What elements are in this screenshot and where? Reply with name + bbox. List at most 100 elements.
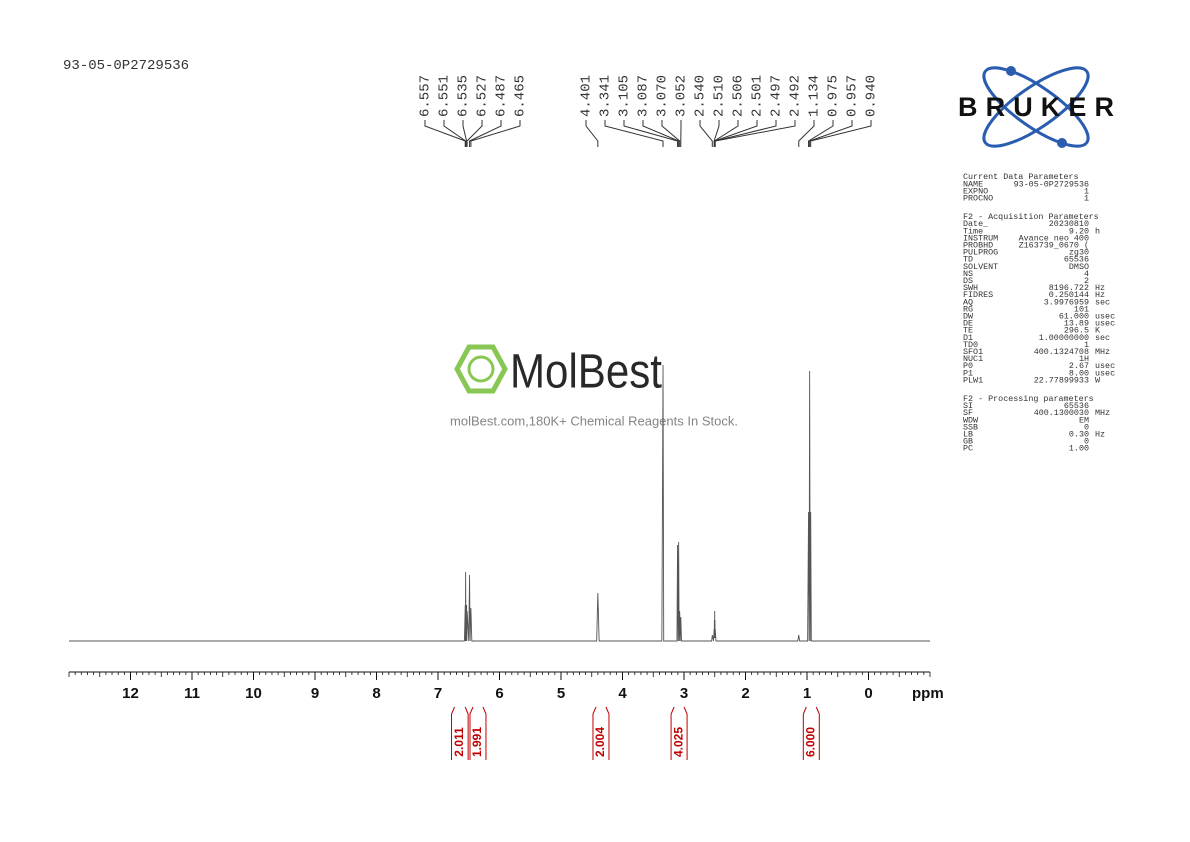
integral-label: 2.011 [452, 727, 466, 757]
param-value: 93-05-0P2729536 [1014, 179, 1089, 189]
param-section-title: F2 - Acquisition Parameters [963, 212, 1099, 222]
peak-label: 3.052 [674, 75, 690, 117]
peak-connector [714, 120, 796, 147]
x-axis-label: ppm [912, 685, 944, 702]
peak-label: 3.341 [598, 75, 614, 117]
peak-label: 0.975 [826, 75, 842, 117]
x-tick-label: 3 [680, 685, 688, 702]
param-value: 1H [1079, 354, 1089, 364]
integral-label: 6.000 [803, 727, 817, 757]
peak-label: 6.487 [494, 75, 510, 117]
param-unit: usec [1095, 312, 1115, 322]
param-value: 8196.722 [1049, 283, 1089, 293]
x-tick-label: 6 [495, 685, 503, 702]
param-unit: Hz [1095, 283, 1105, 293]
x-tick-label: 0 [864, 685, 872, 702]
param-name: INSTRUM [963, 233, 998, 243]
integral-bracket [802, 706, 820, 760]
param-name: SOLVENT [963, 262, 998, 272]
param-value: Avance neo 400 [1019, 233, 1089, 243]
param-value: 1 [1084, 194, 1089, 204]
param-value: 3.9976959 [1044, 297, 1089, 307]
x-tick-label: 7 [434, 685, 442, 702]
param-unit: sec [1095, 333, 1110, 343]
peak-connector [699, 120, 713, 147]
integral-label: 1.991 [470, 727, 484, 757]
peak-label: 2.492 [788, 75, 804, 117]
param-unit: W [1095, 375, 1101, 385]
param-name: TD0 [963, 340, 978, 350]
integral-bracket [670, 706, 688, 760]
peak-connector [642, 120, 680, 147]
peak-label: 2.506 [731, 75, 747, 117]
param-name: EXPNO [963, 186, 988, 196]
peak-label: 6.557 [418, 75, 434, 117]
bruker-logo: BRUKER [958, 66, 1114, 148]
watermark-brand: MolBest [510, 346, 662, 399]
param-name: FIDRES [963, 290, 993, 300]
param-value: 0 [1084, 422, 1089, 432]
param-unit: usec [1095, 361, 1115, 371]
param-name: P1 [963, 368, 973, 378]
param-name: PC [963, 444, 973, 454]
peak-label: 1.134 [807, 75, 823, 117]
peak-label: 2.510 [712, 75, 728, 117]
peak-connector [623, 120, 679, 147]
peak-label: 0.940 [864, 75, 880, 117]
param-name: GB [963, 437, 973, 447]
param-value: 65536 [1064, 401, 1089, 411]
logo-text: BRUKER [958, 92, 1114, 122]
param-value: 13.89 [1064, 319, 1089, 329]
x-tick-label: 5 [557, 685, 565, 702]
param-value: 22.77899933 [1034, 375, 1089, 385]
param-value: 9.20 [1069, 226, 1089, 236]
param-unit: usec [1095, 368, 1115, 378]
param-name: DW [963, 312, 974, 322]
peak-label: 3.105 [617, 75, 633, 117]
param-name: D1 [963, 333, 973, 343]
param-value: 1 [1084, 340, 1089, 350]
integral-bracket [592, 706, 610, 760]
x-tick-label: 9 [311, 685, 319, 702]
peak-connector [798, 120, 815, 147]
x-tick-label: 8 [372, 685, 380, 702]
x-tick-label: 1 [803, 685, 811, 702]
param-name: SFO1 [963, 347, 983, 357]
param-value: 296.5 [1064, 326, 1089, 336]
param-name: Date_ [963, 219, 989, 229]
param-name: NS [963, 269, 973, 279]
param-value: DMSO [1069, 262, 1089, 272]
param-value: EM [1079, 415, 1089, 425]
param-value: 0 [1084, 437, 1089, 447]
param-name: PROCNO [963, 194, 993, 204]
peak-connector [810, 120, 872, 147]
peak-connector [714, 120, 777, 147]
param-name: SSB [963, 422, 978, 432]
peak-connector [808, 120, 834, 147]
param-unit: h [1095, 226, 1100, 236]
param-value: 2 [1084, 276, 1089, 286]
peak-connector [424, 120, 466, 147]
param-unit: sec [1095, 297, 1110, 307]
param-value: 8.00 [1069, 368, 1089, 378]
integral-label: 2.004 [593, 727, 607, 757]
param-unit: Hz [1095, 290, 1105, 300]
param-unit: K [1095, 326, 1101, 336]
param-value: Z163739_0670 ( [1019, 241, 1089, 251]
logo-dot [1006, 66, 1016, 76]
logo-orbit [982, 66, 1090, 148]
integral-bracket [469, 706, 487, 760]
param-name: PULPROG [963, 248, 998, 258]
param-name: WDW [963, 415, 979, 425]
param-value: 400.1300030 [1034, 408, 1089, 418]
param-value: 1.00000000 [1039, 333, 1089, 343]
peak-label: 4.401 [579, 75, 595, 117]
x-tick-label: 2 [741, 685, 749, 702]
peak-connector [443, 120, 467, 147]
param-name: PLW1 [963, 375, 983, 385]
param-value: 0.250144 [1049, 290, 1089, 300]
param-name: Time [963, 226, 983, 236]
param-name: PROBHD [963, 241, 993, 251]
